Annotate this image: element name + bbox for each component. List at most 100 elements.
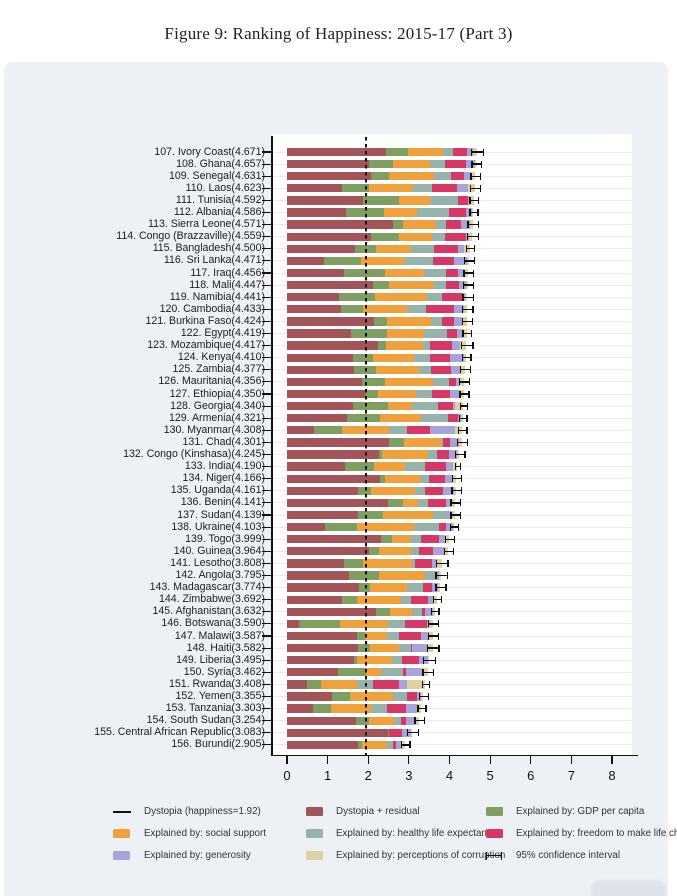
country-label: 139. Togo(3.999) — [185, 532, 265, 545]
bar-segment-generosity — [450, 389, 461, 399]
ci-whisker-cap-left — [457, 426, 459, 434]
bar-segment-gdp — [345, 462, 375, 471]
ci-whisker — [466, 236, 478, 238]
bar-segment-healthy_life — [414, 522, 439, 532]
ci-whisker-cap-right — [438, 608, 440, 616]
happiness-bar-118 — [287, 280, 468, 290]
bar-segment-healthy_life — [426, 293, 442, 302]
happiness-bar-128 — [287, 401, 464, 411]
ci-whisker-cap-right — [472, 342, 474, 350]
legend-ci-icon-cap-right — [501, 851, 503, 860]
bar-segment-healthy_life — [416, 389, 432, 399]
ci-whisker-cap-right — [441, 596, 443, 604]
happiness-bar-124 — [287, 353, 467, 362]
legend-swatch-gdp — [486, 807, 503, 816]
country-label: 133. India(4.190) — [184, 460, 265, 473]
y-tick — [262, 163, 271, 165]
bar-segment-social_support — [376, 244, 411, 253]
ci-whisker — [462, 296, 473, 298]
y-tick — [262, 187, 271, 189]
y-tick — [262, 623, 271, 625]
happiness-bar-115 — [287, 244, 470, 253]
row-gridline — [272, 623, 632, 625]
ci-whisker-cap-left — [450, 499, 452, 507]
ci-whisker-cap-right — [438, 644, 440, 652]
bar-segment-freedom — [402, 668, 407, 677]
bar-segment-generosity — [458, 268, 465, 278]
happiness-bar-140 — [287, 547, 448, 556]
ci-whisker-cap-left — [417, 705, 419, 713]
bar-segment-healthy_life — [431, 232, 446, 241]
ci-whisker — [470, 151, 483, 153]
ci-whisker — [458, 417, 467, 419]
y-tick — [262, 695, 271, 698]
bar-segment-healthy_life — [404, 256, 433, 266]
happiness-bar-111 — [287, 196, 474, 205]
y-tick — [262, 236, 271, 238]
x-tick-label: 4 — [445, 768, 454, 783]
bar-segment-gdp — [357, 643, 371, 653]
bar-segment-generosity — [438, 535, 446, 544]
bar-segment-dystopia_residual — [287, 656, 354, 665]
happiness-bar-148 — [287, 643, 433, 653]
bar-segment-freedom — [445, 510, 447, 520]
bar-segment-social_support — [391, 535, 412, 544]
ci-whisker-cap-right — [477, 196, 479, 204]
y-tick — [262, 611, 271, 613]
bar-segment-gdp — [324, 256, 362, 266]
ci-whisker-cap-left — [449, 523, 451, 531]
ci-whisker-cap-right — [460, 511, 462, 519]
bar-segment-generosity — [405, 716, 415, 725]
bar-segment-freedom — [457, 196, 468, 205]
bar-segment-social_support — [356, 595, 402, 604]
happiness-bar-112 — [287, 208, 474, 217]
bar-segment-dystopia_residual — [287, 401, 354, 411]
y-tick — [262, 393, 271, 395]
ci-whisker-cap-left — [461, 317, 464, 325]
bar-segment-freedom — [411, 643, 413, 653]
ci-whisker-cap-right — [482, 148, 485, 156]
bar-segment-healthy_life — [424, 268, 446, 278]
bar-segment-freedom — [438, 522, 446, 532]
bar-segment-social_support — [370, 643, 400, 653]
bar-segment-generosity — [459, 280, 466, 290]
row-gridline — [272, 575, 632, 576]
bar-segment-healthy_life — [418, 498, 428, 508]
bar-segment-dystopia_residual — [287, 329, 352, 338]
bar-segment-generosity — [454, 317, 462, 326]
legend-label: Explained by: generosity — [144, 850, 251, 861]
row-gridline — [272, 611, 632, 613]
bar-segment-gdp — [312, 704, 331, 713]
ci-whisker-cap-left — [467, 221, 469, 229]
bar-segment-generosity — [446, 510, 452, 520]
happiness-bar-150 — [287, 668, 428, 677]
ci-whisker-cap-right — [452, 547, 454, 555]
bar-segment-generosity — [445, 498, 453, 508]
ci-whisker — [451, 490, 461, 492]
happiness-bar-122 — [287, 329, 467, 338]
happiness-bar-117 — [287, 268, 468, 278]
bar-segment-gdp — [324, 522, 357, 532]
ci-whisker — [449, 526, 458, 528]
ci-whisker-cap-left — [470, 172, 472, 180]
ci-whisker-cap-left — [469, 209, 471, 216]
bar-segment-healthy_life — [399, 643, 412, 653]
bar-segment-freedom — [427, 498, 446, 508]
ci-whisker-cap-right — [468, 378, 471, 386]
ci-whisker-cap-left — [469, 184, 472, 192]
x-tick-label: 7 — [567, 768, 575, 783]
x-tick — [327, 756, 329, 764]
ci-whisker-cap-left — [418, 693, 421, 700]
bar-segment-generosity — [395, 740, 402, 750]
bar-segment-dystopia_residual — [287, 692, 332, 701]
happiness-bar-109 — [287, 172, 476, 181]
row-gridline — [272, 708, 632, 710]
bar-segment-dystopia_residual — [287, 280, 373, 290]
bar-segment-healthy_life — [401, 595, 412, 604]
y-tick — [262, 647, 271, 649]
bar-segment-generosity — [401, 728, 411, 737]
bar-segment-dystopia_residual — [287, 462, 346, 471]
y-tick — [262, 417, 271, 419]
ci-whisker-cap-left — [426, 644, 429, 652]
bar-segment-dystopia_residual — [287, 559, 344, 568]
